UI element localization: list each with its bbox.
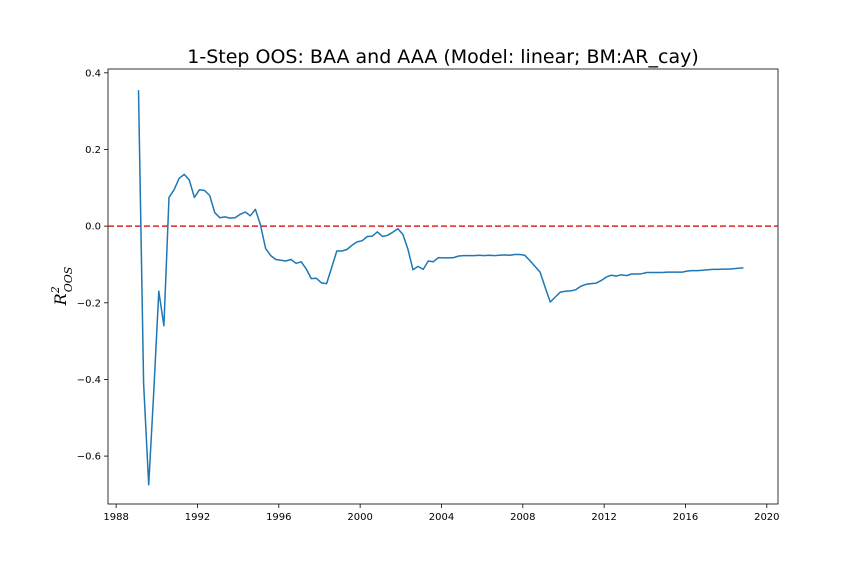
- x-tick-label: 2012: [591, 512, 616, 523]
- y-axis-label-sup: 2: [49, 286, 62, 294]
- x-tick-label: 2000: [347, 512, 372, 523]
- y-axis: 0.4 0.2 0.0 −0.2 −0.4 −0.6: [77, 68, 108, 463]
- x-tick-label: 1992: [185, 512, 210, 523]
- y-tick-label: 0.0: [85, 222, 101, 233]
- x-tick-label: 2016: [673, 512, 698, 523]
- y-tick-label: 0.2: [85, 145, 101, 156]
- x-tick-label: 2004: [429, 512, 454, 523]
- y-tick-label: −0.2: [77, 298, 101, 309]
- series-layer: [137, 90, 744, 486]
- y-tick-label: 0.4: [85, 68, 101, 79]
- y-tick-label: −0.4: [77, 375, 101, 386]
- chart-title: 1-Step OOS: BAA and AAA (Model: linear; …: [187, 46, 699, 68]
- series-line-0: [137, 90, 744, 486]
- plot-area: [107, 68, 779, 505]
- y-axis-label-base: R: [51, 293, 70, 306]
- x-axis: 1988 1992 1996 2000 2004 2008 2012 2016 2020: [103, 504, 780, 523]
- y-axis-label: R2OOS: [49, 266, 75, 306]
- x-tick-label: 2020: [754, 512, 779, 523]
- plot-frame: [107, 68, 779, 505]
- x-tick-label: 1988: [103, 512, 128, 523]
- x-tick-label: 1996: [266, 512, 291, 523]
- x-tick-label: 2008: [510, 512, 535, 523]
- y-tick-label: −0.6: [77, 452, 101, 463]
- y-axis-label-sub: OOS: [62, 266, 75, 292]
